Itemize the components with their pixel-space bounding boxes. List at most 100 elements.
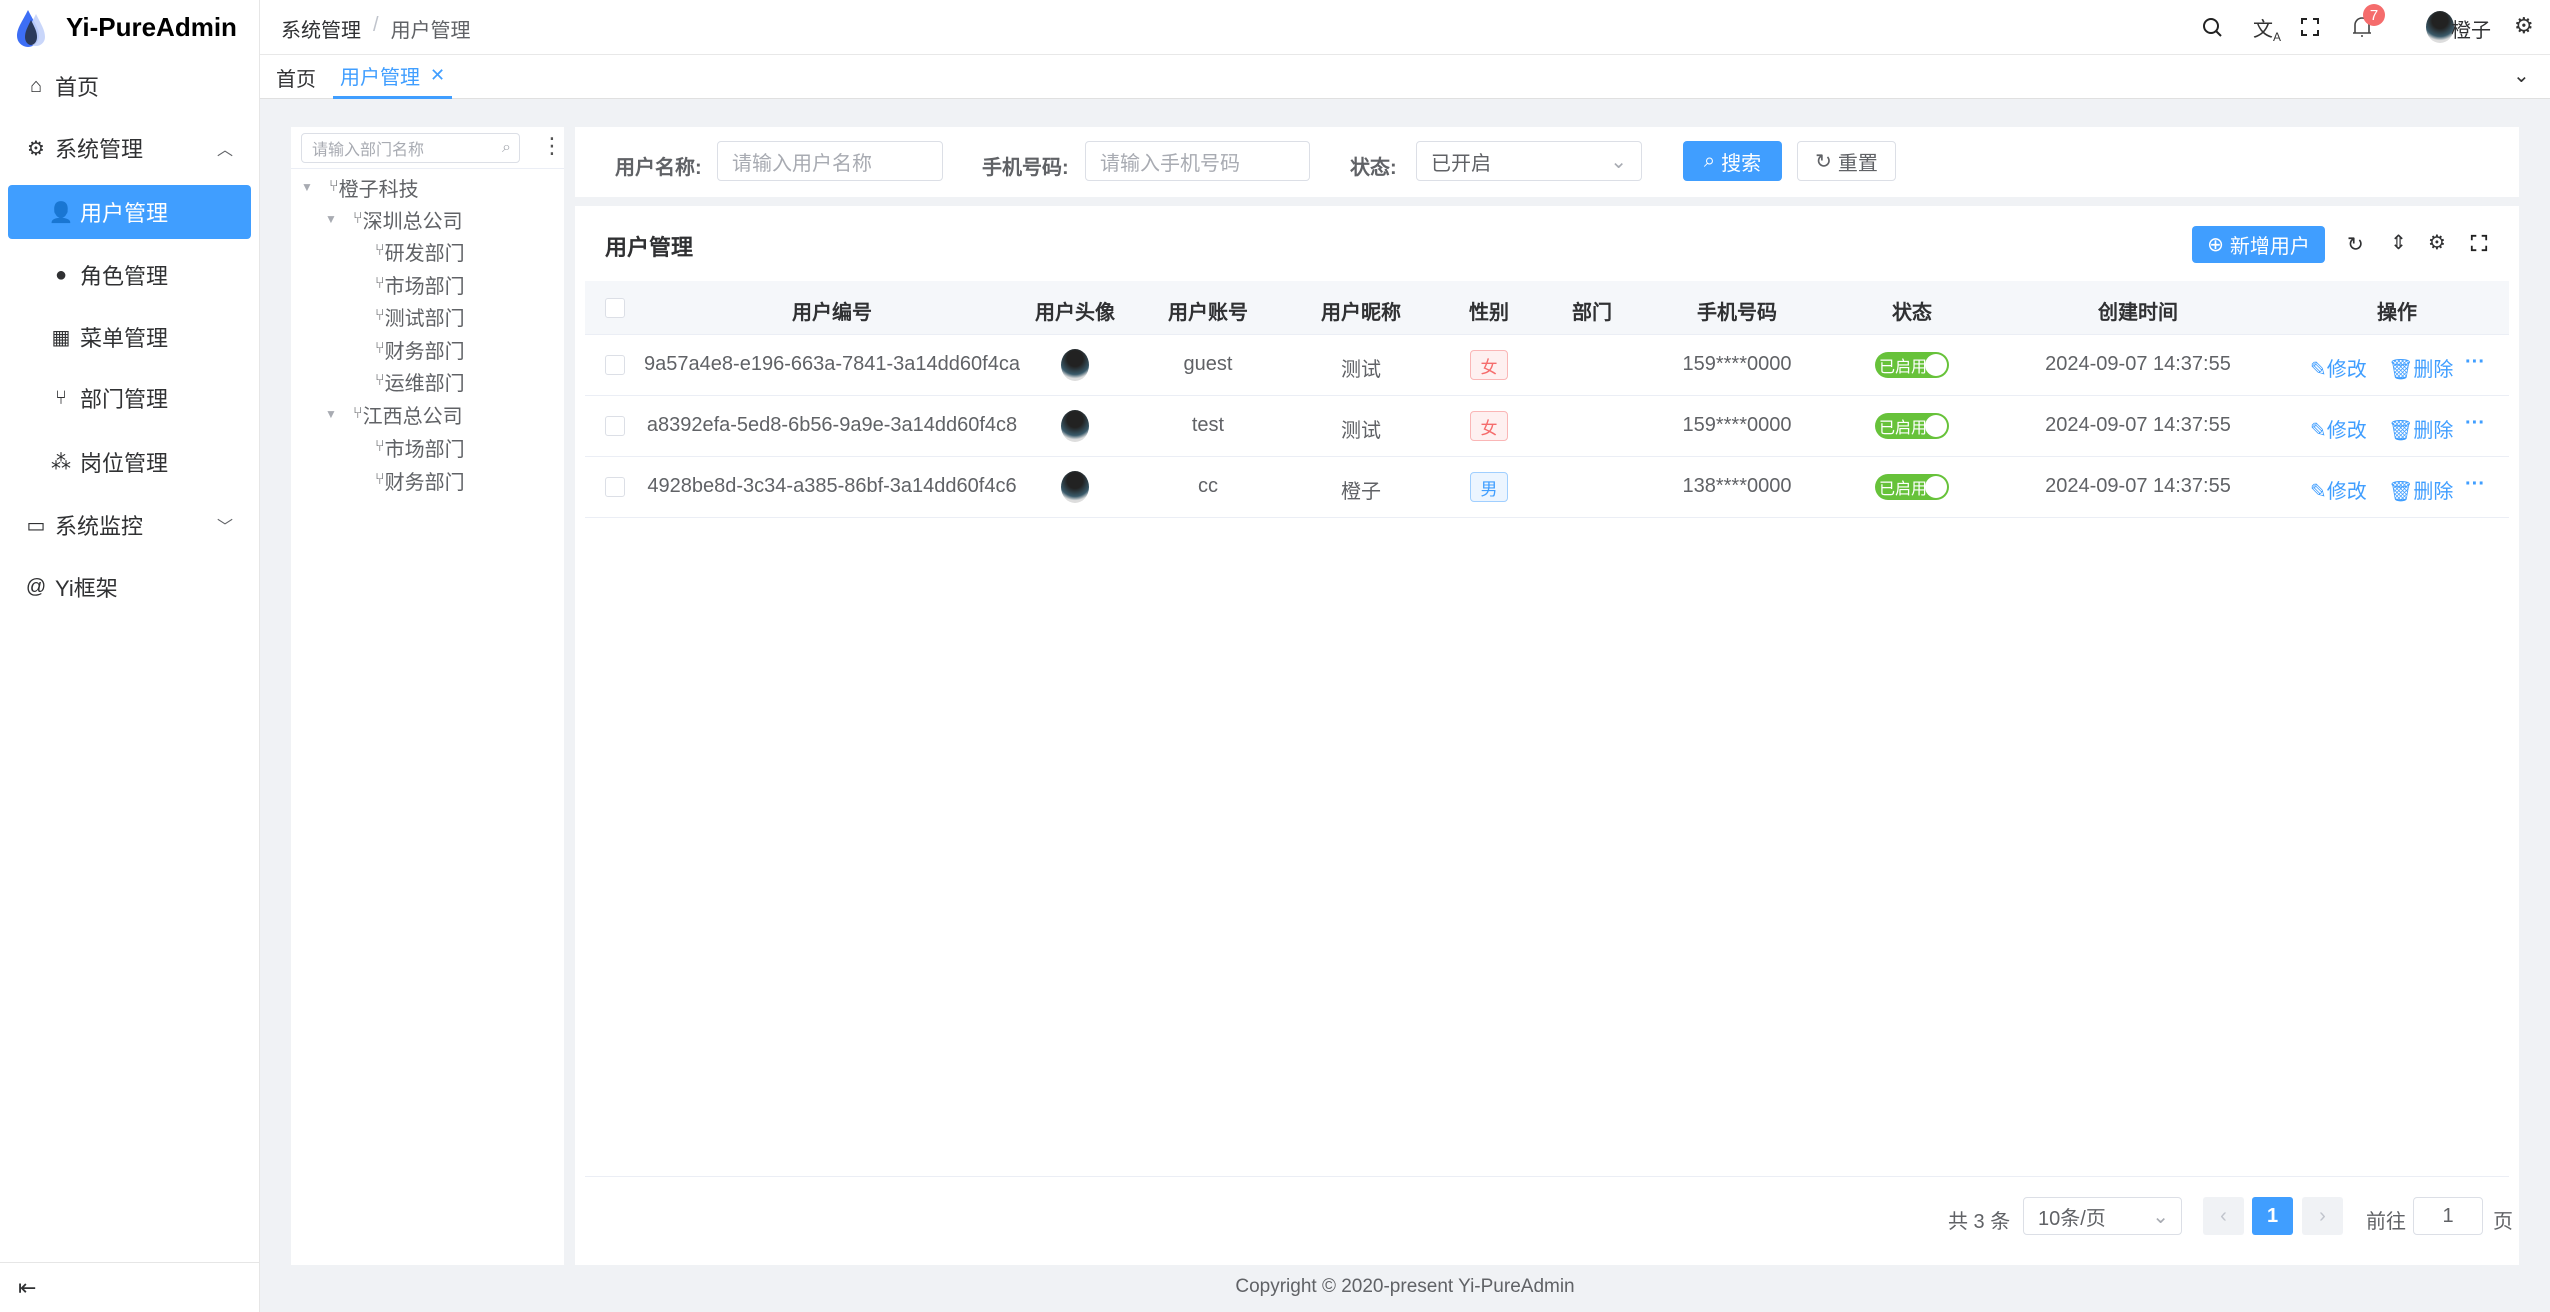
search-icon[interactable] (2201, 16, 2223, 38)
collapse-sidebar-button[interactable]: ⇤ (0, 1262, 260, 1312)
row-checkbox[interactable] (605, 477, 625, 497)
sidebar-item-label: Yi框架 (55, 576, 118, 601)
more-icon[interactable]: ··· (2465, 351, 2485, 373)
tree-node[interactable]: ⑂ 运维部门 (347, 366, 465, 396)
user-avatar[interactable] (2426, 11, 2454, 43)
row-checkbox[interactable] (605, 355, 625, 375)
username-input[interactable]: 请输入用户名称 (717, 141, 943, 181)
chevron-down-icon[interactable]: ⌄ (2513, 65, 2530, 87)
sidebar-item-3[interactable]: ● 角色管理 (8, 248, 251, 302)
edit-button[interactable]: ✎修改 (2310, 475, 2367, 504)
trash-icon: 🗑 (2388, 359, 2414, 381)
user-avatar (1061, 349, 1089, 381)
tree-node[interactable]: ⑂ 市场部门 (347, 432, 465, 462)
prev-page-button[interactable]: ‹ (2203, 1197, 2244, 1235)
status-switch[interactable]: 已启用 (1875, 474, 1949, 500)
tree-node[interactable]: ▼ ⑂ 深圳总公司 (325, 204, 463, 234)
user-account: guest (1183, 353, 1233, 375)
phone-input[interactable]: 请输入手机号码 (1085, 141, 1310, 181)
column-header: 操作 (2377, 302, 2417, 324)
tree-node[interactable]: ⑂ 研发部门 (347, 236, 465, 266)
table-header (585, 281, 2509, 335)
tree-node[interactable]: ▼ ⑂ 橙子科技 (301, 172, 419, 202)
caret-down-icon[interactable]: ▼ (301, 180, 313, 194)
total-count: 共 3 条 (1948, 1211, 2011, 1233)
tree-node-label: 市场部门 (384, 275, 465, 298)
dept-search-input[interactable]: 请输入部门名称 ⌕ (301, 133, 520, 163)
sidebar-item-label: 系统管理 (55, 137, 144, 162)
tree-node[interactable]: ⑂ 测试部门 (347, 301, 465, 331)
tree-node[interactable]: ⑂ 市场部门 (347, 269, 465, 299)
status-label: 状态: (1350, 157, 1397, 179)
delete-button[interactable]: 🗑删除 (2388, 353, 2453, 382)
chevron-down-icon: ⌄ (2152, 1205, 2169, 1228)
more-icon[interactable]: ··· (2465, 412, 2485, 434)
username[interactable]: 橙子 (2451, 20, 2491, 42)
user-icon: 👤 (48, 201, 74, 224)
edit-icon: ✎ (2310, 420, 2327, 442)
row-checkbox[interactable] (605, 416, 625, 436)
sidebar-item-label: 部门管理 (80, 387, 169, 412)
search-button[interactable]: ⌕ 搜索 (1683, 141, 1782, 181)
density-icon[interactable]: ⇕ (2390, 232, 2407, 254)
button-label: 修改 (2326, 359, 2367, 381)
tab-user-management[interactable]: 用户管理 ✕ (333, 55, 452, 99)
logo-icon (17, 10, 45, 47)
caret-down-icon[interactable]: ▼ (325, 407, 337, 421)
delete-button[interactable]: 🗑删除 (2388, 414, 2453, 443)
status-switch[interactable]: 已启用 (1875, 413, 1949, 439)
button-label: 修改 (2326, 481, 2367, 503)
sidebar-item-7[interactable]: ▭ 系统监控 ﹀ (8, 498, 251, 552)
status-switch[interactable]: 已启用 (1875, 352, 1949, 378)
sidebar-item-8[interactable]: @ Yi框架 (8, 560, 251, 614)
tree-node-label: 江西总公司 (362, 405, 463, 428)
tree-node[interactable]: ⑂ 财务部门 (347, 334, 465, 364)
column-settings-icon[interactable]: ⚙ (2428, 232, 2446, 254)
refresh-icon[interactable]: ↻ (2347, 234, 2364, 256)
page-1-button[interactable]: 1 (2252, 1197, 2293, 1235)
breadcrumb-separator: / (373, 14, 379, 36)
sidebar-item-label: 菜单管理 (80, 326, 169, 351)
search-form: 用户名称: 请输入用户名称 手机号码: 请输入手机号码 状态: 已开启 ⌄ ⌕ 搜索… (575, 127, 2519, 197)
status-select[interactable]: 已开启 ⌄ (1416, 141, 1642, 181)
translate-icon[interactable]: 文A (2253, 19, 2282, 44)
close-icon[interactable]: ✕ (429, 65, 446, 85)
edit-button[interactable]: ✎修改 (2310, 353, 2367, 382)
more-vertical-icon[interactable]: ⋮ (541, 133, 563, 158)
sidebar-item-0[interactable]: ⌂ 首页 (8, 59, 251, 113)
more-icon[interactable]: ··· (2465, 473, 2485, 495)
tab-label: 首页 (276, 68, 316, 91)
select-value: 已开启 (1431, 152, 1491, 175)
caret-down-icon[interactable]: ▼ (325, 212, 337, 226)
footer-copyright: Copyright © 2020-present Yi-PureAdmin (1235, 1276, 1575, 1297)
goto-page-input[interactable]: 1 (2413, 1197, 2483, 1235)
sidebar-item-2[interactable]: 👤 用户管理 (8, 185, 251, 239)
fullscreen-icon[interactable] (2300, 17, 2320, 37)
page-size-select[interactable]: 10条/页 ⌄ (2023, 1197, 2182, 1235)
user-avatar (1061, 471, 1089, 503)
delete-button[interactable]: 🗑删除 (2388, 475, 2453, 504)
tab-home[interactable]: 首页 (260, 55, 332, 99)
trash-icon: 🗑 (2388, 481, 2414, 503)
reset-button[interactable]: ↻ 重置 (1797, 141, 1896, 181)
add-user-button[interactable]: ⊕ 新增用户 (2192, 226, 2325, 263)
tree-node[interactable]: ▼ ⑂ 江西总公司 (325, 399, 463, 429)
plus-circle-icon: ⊕ (2207, 234, 2224, 256)
sidebar-item-label: 系统监控 (55, 514, 144, 539)
sidebar-item-4[interactable]: ▦ 菜单管理 (8, 310, 251, 364)
sidebar-item-label: 首页 (55, 75, 100, 100)
next-page-button[interactable]: › (2302, 1197, 2343, 1235)
select-all-checkbox[interactable] (605, 298, 625, 318)
sidebar-item-6[interactable]: ⁂ 岗位管理 (8, 435, 251, 489)
user-nickname: 橙子 (1341, 481, 1381, 503)
tree-node-label: 市场部门 (384, 438, 465, 461)
sidebar-item-5[interactable]: ⑂ 部门管理 (8, 371, 251, 425)
settings-gear-icon[interactable]: ⚙ (2514, 13, 2534, 38)
top-header: 系统管理 / 用户管理 文A 7 橙子 ⚙ (260, 0, 2550, 55)
breadcrumb-item[interactable]: 系统管理 (281, 20, 361, 42)
branch-icon: ⑂ (375, 307, 385, 324)
edit-button[interactable]: ✎修改 (2310, 414, 2367, 443)
sidebar-item-1[interactable]: ⚙ 系统管理 ︿ (8, 121, 251, 175)
tree-node[interactable]: ⑂ 财务部门 (347, 465, 465, 495)
fullscreen-icon[interactable] (2470, 234, 2488, 252)
